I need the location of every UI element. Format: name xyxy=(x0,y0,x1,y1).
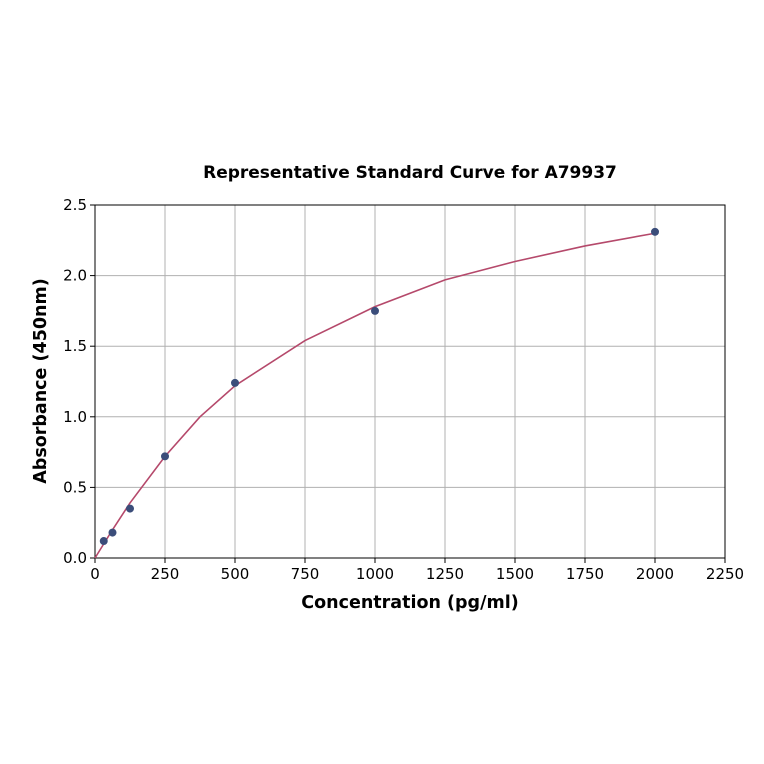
data-point xyxy=(231,378,239,387)
data-point xyxy=(108,528,117,537)
y-axis-label: Absorbance (450nm) xyxy=(31,278,51,484)
data-point xyxy=(126,504,134,513)
x-tick-label: 1250 xyxy=(426,565,464,583)
y-tick-label: 2.0 xyxy=(63,267,87,285)
x-tick-label: 1500 xyxy=(496,565,534,583)
x-axis-label: Concentration (pg/ml) xyxy=(301,593,518,613)
data-point xyxy=(161,452,169,461)
y-tick-label: 2.5 xyxy=(63,196,87,214)
y-tick-label: 1.0 xyxy=(63,408,87,426)
x-tick-label: 750 xyxy=(291,565,320,583)
chart-title: Representative Standard Curve for A79937 xyxy=(203,163,617,183)
y-tick-label: 1.5 xyxy=(63,337,87,355)
x-tick-label: 2250 xyxy=(706,565,744,583)
x-tick-label: 2000 xyxy=(636,565,674,583)
y-tick-label: 0.0 xyxy=(63,549,87,567)
x-tick-label: 1750 xyxy=(566,565,604,583)
x-tick-label: 1000 xyxy=(356,565,394,583)
x-tick-label: 500 xyxy=(221,565,250,583)
data-point xyxy=(371,306,379,315)
x-tick-label: 0 xyxy=(90,565,100,583)
data-point xyxy=(651,227,659,236)
x-tick-label: 250 xyxy=(151,565,180,583)
y-tick-label: 0.5 xyxy=(63,478,87,496)
plot-frame xyxy=(94,204,726,559)
data-point xyxy=(99,537,108,546)
